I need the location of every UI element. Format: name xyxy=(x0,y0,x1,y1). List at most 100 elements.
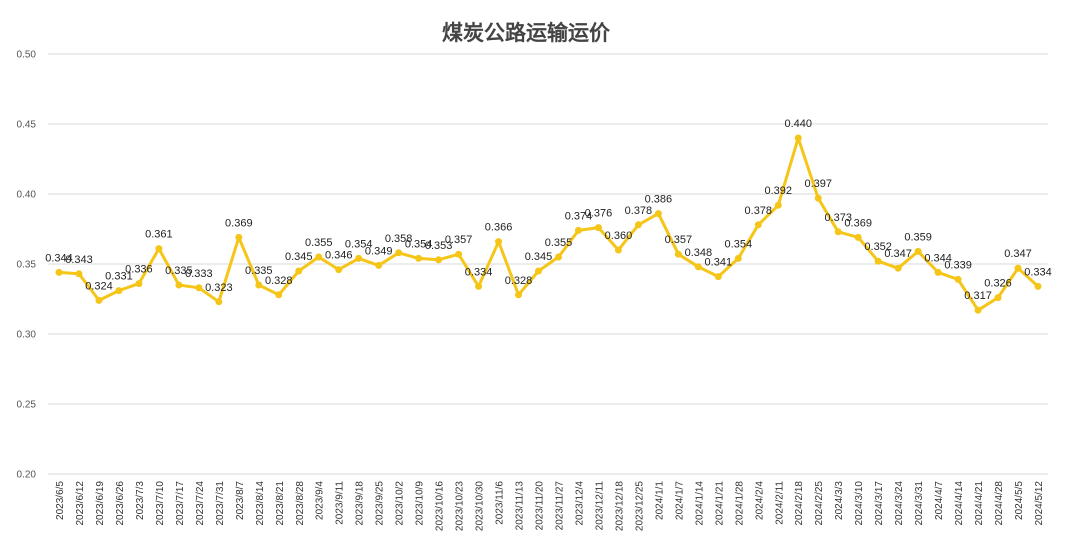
data-point xyxy=(195,284,203,292)
x-tick-label: 2023/9/4 xyxy=(315,481,326,520)
y-tick-label: 0.20 xyxy=(17,470,37,481)
x-tick-label: 2024/1/21 xyxy=(714,481,725,526)
data-point xyxy=(155,245,163,253)
x-tick-label: 2024/2/25 xyxy=(814,481,825,526)
data-label: 0.386 xyxy=(645,194,673,206)
x-tick-label: 2023/8/28 xyxy=(295,481,306,526)
x-tick-label: 2023/10/9 xyxy=(415,481,426,526)
data-point xyxy=(435,256,443,264)
x-tick-label: 2023/12/11 xyxy=(594,481,605,531)
x-tick-label: 2023/7/31 xyxy=(215,481,226,526)
y-tick-label: 0.50 xyxy=(17,50,37,61)
gridlines xyxy=(48,53,1048,475)
data-point xyxy=(854,233,862,241)
data-label: 0.360 xyxy=(605,230,633,242)
data-label: 0.392 xyxy=(764,185,792,197)
data-point xyxy=(95,296,103,304)
data-point xyxy=(135,280,143,288)
data-point xyxy=(714,273,722,281)
x-tick-label: 2024/1/28 xyxy=(734,481,745,526)
data-point xyxy=(115,287,123,295)
x-tick-label: 2023/8/7 xyxy=(235,481,246,520)
x-tick-label: 2024/2/4 xyxy=(754,481,765,520)
data-point xyxy=(554,253,562,261)
series-line xyxy=(58,136,1040,312)
data-point xyxy=(395,249,403,257)
data-point xyxy=(495,238,503,246)
data-point xyxy=(934,268,942,276)
data-point xyxy=(75,270,83,278)
data-label: 0.347 xyxy=(884,248,912,260)
data-label: 0.378 xyxy=(745,205,773,217)
data-label: 0.366 xyxy=(485,222,513,234)
x-tick-label: 2023/7/3 xyxy=(135,481,146,520)
x-tick-label: 2024/3/31 xyxy=(914,481,925,526)
data-point xyxy=(774,201,782,209)
x-tick-label: 2024/2/18 xyxy=(794,481,805,526)
data-point xyxy=(255,281,263,289)
x-tick-label: 2023/10/16 xyxy=(435,481,446,531)
data-label: 0.440 xyxy=(784,118,812,130)
x-tick-label: 2023/10/2 xyxy=(395,481,406,526)
data-label: 0.357 xyxy=(445,234,473,246)
data-point xyxy=(275,291,283,299)
x-tick-label: 2023/9/11 xyxy=(335,481,346,525)
data-label: 0.334 xyxy=(465,266,493,278)
x-tick-label: 2023/10/23 xyxy=(455,481,466,531)
data-point xyxy=(594,224,602,232)
x-tick-label: 2024/3/10 xyxy=(854,481,865,526)
x-tick-label: 2023/12/4 xyxy=(574,481,585,526)
data-point xyxy=(55,268,63,276)
data-point xyxy=(315,253,323,261)
data-point xyxy=(974,306,982,314)
data-label: 0.354 xyxy=(725,238,753,250)
data-label: 0.324 xyxy=(85,280,113,292)
x-tick-label: 2024/4/14 xyxy=(954,481,965,526)
data-point xyxy=(415,254,423,262)
x-tick-label: 2024/5/12 xyxy=(1034,481,1045,526)
data-label: 0.335 xyxy=(245,265,273,277)
data-label: 0.336 xyxy=(125,264,153,276)
data-point xyxy=(535,267,543,275)
x-tick-label: 2024/5/5 xyxy=(1014,481,1025,520)
x-tick-label: 2023/11/6 xyxy=(495,481,506,525)
data-label: 0.378 xyxy=(625,205,653,217)
x-tick-label: 2023/10/30 xyxy=(475,481,486,531)
data-label: 0.355 xyxy=(545,237,573,249)
data-label: 0.317 xyxy=(964,290,992,302)
x-tick-label: 2024/1/7 xyxy=(674,481,685,520)
data-point xyxy=(475,282,483,290)
data-point xyxy=(634,221,642,229)
data-point xyxy=(834,228,842,236)
data-label: 0.354 xyxy=(345,238,373,250)
x-tick-label: 2024/3/24 xyxy=(894,481,905,526)
data-label: 0.343 xyxy=(65,254,93,266)
data-label: 0.345 xyxy=(285,251,313,263)
data-label: 0.361 xyxy=(145,229,173,241)
x-tick-label: 2023/6/5 xyxy=(55,481,66,520)
data-label: 0.334 xyxy=(1024,266,1052,278)
series-line-layer xyxy=(58,136,1040,312)
y-tick-label: 0.30 xyxy=(17,330,37,341)
data-point xyxy=(754,221,762,229)
data-point xyxy=(335,266,343,274)
x-tick-label: 2024/4/21 xyxy=(974,481,985,526)
data-point xyxy=(1014,264,1022,272)
data-label: 0.345 xyxy=(525,251,553,263)
data-point xyxy=(674,250,682,258)
x-tick-label: 2024/2/11 xyxy=(774,481,785,525)
x-tick-label: 2024/1/1 xyxy=(654,481,665,520)
data-label: 0.376 xyxy=(585,208,613,220)
data-point xyxy=(574,226,582,234)
data-label: 0.323 xyxy=(205,282,233,294)
data-label: 0.347 xyxy=(1004,248,1032,260)
data-label: 0.397 xyxy=(804,178,832,190)
data-label: 0.373 xyxy=(824,212,852,224)
data-point xyxy=(215,298,223,306)
chart-title: 煤炭公路运输运价 xyxy=(442,21,611,45)
data-point xyxy=(295,267,303,275)
data-label: 0.358 xyxy=(385,233,413,245)
y-tick-label: 0.35 xyxy=(17,260,37,271)
data-label: 0.369 xyxy=(225,217,253,229)
data-point xyxy=(355,254,363,262)
